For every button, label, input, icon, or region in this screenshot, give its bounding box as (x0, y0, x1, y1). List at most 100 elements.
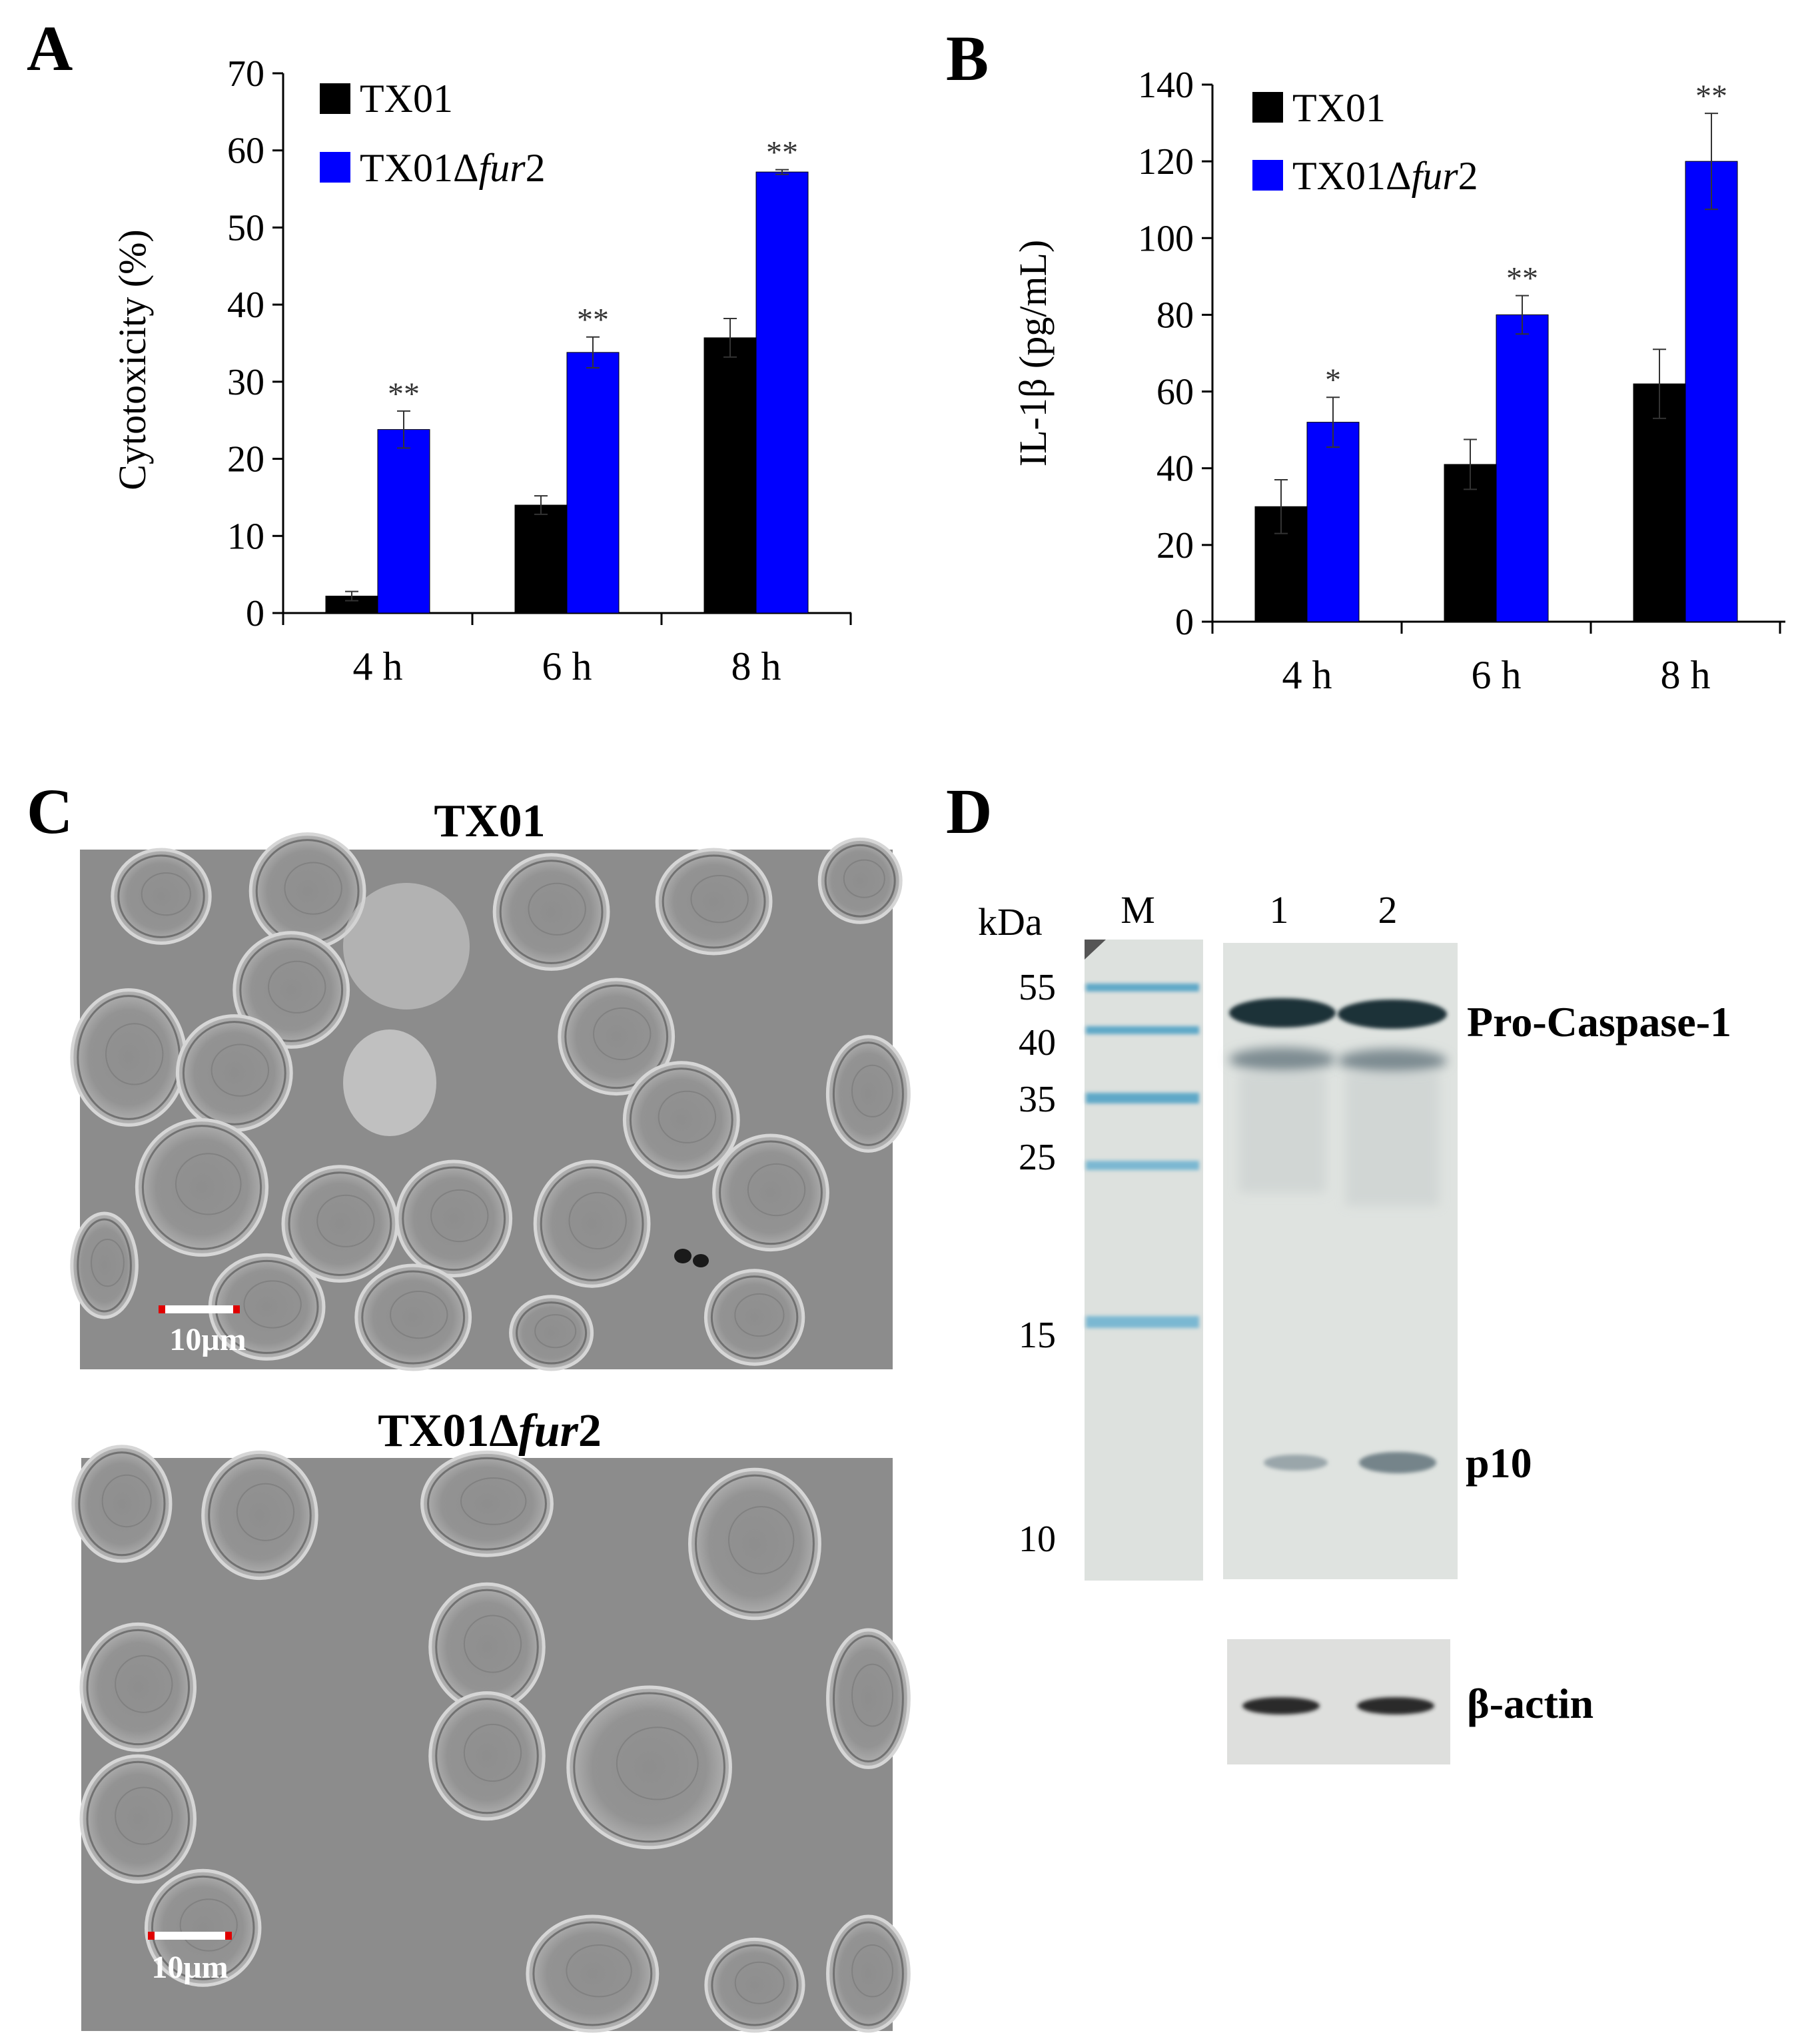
cell-nucleus (316, 1194, 375, 1247)
marker-lane-blot (1085, 940, 1203, 1581)
cell (354, 1263, 472, 1371)
cell (558, 978, 676, 1096)
cell (622, 1061, 740, 1179)
bar-tx01-6h (1444, 464, 1497, 622)
panel-a-plot-area: 4 h 6 h 8 h ** ** ** (282, 73, 852, 688)
x-tick-label: 4 h (1282, 653, 1332, 697)
cell-membrane (208, 1457, 312, 1574)
cell-membrane (516, 1301, 588, 1365)
x-tick-label: 6 h (1472, 653, 1522, 697)
cell (428, 1582, 546, 1712)
cell (704, 1937, 805, 2033)
bar-tx01-8h (1633, 383, 1686, 622)
loading-control-label: β-actin (1467, 1680, 1593, 1727)
cell-nucleus (115, 1786, 173, 1845)
cell-membrane (824, 844, 896, 918)
cell-membrane (564, 984, 669, 1089)
panel-a-y-axis-label: Cytotoxicity (%) (111, 229, 154, 490)
y-tick-label: 20 (1156, 525, 1194, 566)
cell-membrane (78, 1451, 166, 1557)
cell-nucleus (690, 875, 749, 924)
legend-swatch-tx01-fur2 (1252, 160, 1283, 191)
cell (533, 1159, 651, 1288)
significance-marker: ** (766, 135, 798, 171)
x-tick-label: 8 h (1661, 653, 1711, 697)
micrograph-tx01-fur2-cells (71, 1445, 911, 2033)
cell (79, 1754, 197, 1884)
bar-tx01-fur2-4h (377, 429, 430, 614)
cell (79, 1622, 197, 1752)
panel-c-letter: C (27, 776, 73, 847)
panel-b-letter: B (946, 23, 989, 94)
micrograph-tx01-cells (70, 832, 911, 1371)
y-tick-label: 60 (227, 131, 264, 172)
y-tick-label: 70 (227, 53, 264, 95)
marker-size-40: 40 (1019, 1022, 1056, 1063)
y-tick-label: 10 (227, 516, 264, 557)
cell (71, 1445, 173, 1563)
cell-membrane (833, 1921, 904, 2026)
cell-membrane (540, 1166, 644, 1281)
cell-nucleus (105, 1023, 164, 1085)
panel-c: C TX01 10μm TX01Δfur2 10μm (27, 776, 911, 2033)
cell-membrane (435, 1698, 539, 1814)
cell (70, 1211, 139, 1319)
cell (135, 1118, 269, 1257)
panel-d: D kDa M 1 2 55 40 35 25 15 10 (946, 776, 1731, 1764)
y-tick-label: 20 (227, 439, 264, 480)
significance-marker: * (1325, 362, 1341, 398)
cell-membrane (117, 854, 205, 938)
marker-size-15: 15 (1019, 1315, 1056, 1356)
cell-nucleus (141, 872, 191, 916)
cell-membrane (288, 1171, 392, 1276)
cell (111, 848, 212, 945)
cell-membrane (86, 1760, 191, 1877)
cell-nucleus (616, 1726, 699, 1800)
cell-membrane (832, 1041, 904, 1146)
scale-bar-top: 10μm (159, 1305, 246, 1357)
cell-membrane (710, 1275, 799, 1359)
scale-bar-bottom-label: 10μm (151, 1950, 228, 1985)
significance-marker: ** (1506, 261, 1538, 297)
cell-nucleus (115, 1655, 173, 1713)
lane-label-1: 1 (1270, 888, 1289, 932)
marker-size-25: 25 (1019, 1137, 1056, 1178)
cell (144, 1868, 262, 1987)
scale-bar-top-label: 10μm (169, 1322, 246, 1357)
panel-b-y-axis-label: IL-1β (pg/mL) (1011, 240, 1055, 466)
cell-membrane (662, 854, 766, 949)
band-label-pro-caspase-1: Pro-Caspase-1 (1467, 998, 1731, 1045)
cell-nucleus (534, 1314, 577, 1349)
y-tick-label: 60 (1156, 372, 1194, 413)
marker-band-25 (1086, 1161, 1199, 1170)
bar-tx01-fur2-6h (1496, 314, 1549, 622)
cell (712, 1133, 829, 1252)
micrograph-tx01: 10μm (70, 832, 911, 1371)
x-tick-label: 8 h (731, 644, 781, 688)
cell-nucleus (243, 1280, 302, 1329)
x-tick-label: 4 h (353, 644, 403, 688)
beta-actin-band-lane-2 (1357, 1697, 1434, 1714)
bar-tx01-6h (514, 504, 568, 614)
kda-label: kDa (978, 900, 1043, 944)
cell (825, 1035, 911, 1153)
bar-tx01-fur2-8h (1685, 161, 1738, 622)
cell-membrane (711, 1944, 799, 2026)
cell-membrane (719, 1140, 823, 1245)
cell (826, 1628, 911, 1769)
cell-nucleus (851, 1663, 894, 1727)
cell-membrane (695, 1474, 815, 1614)
panel-d-letter: D (946, 776, 992, 847)
band-label-p10: p10 (1466, 1439, 1532, 1487)
cell-nucleus (727, 1506, 795, 1575)
y-tick-label: 80 (1156, 295, 1194, 336)
bar-tx01-fur2-6h (566, 352, 620, 614)
significance-marker: ** (388, 376, 420, 412)
cell-nucleus (175, 1153, 242, 1215)
cell-nucleus (390, 1291, 448, 1339)
pro-caspase-1-band-lane-1 (1229, 998, 1336, 1027)
cell (688, 1467, 821, 1621)
beta-actin-band-lane-1 (1242, 1697, 1320, 1714)
cell (509, 1295, 594, 1371)
